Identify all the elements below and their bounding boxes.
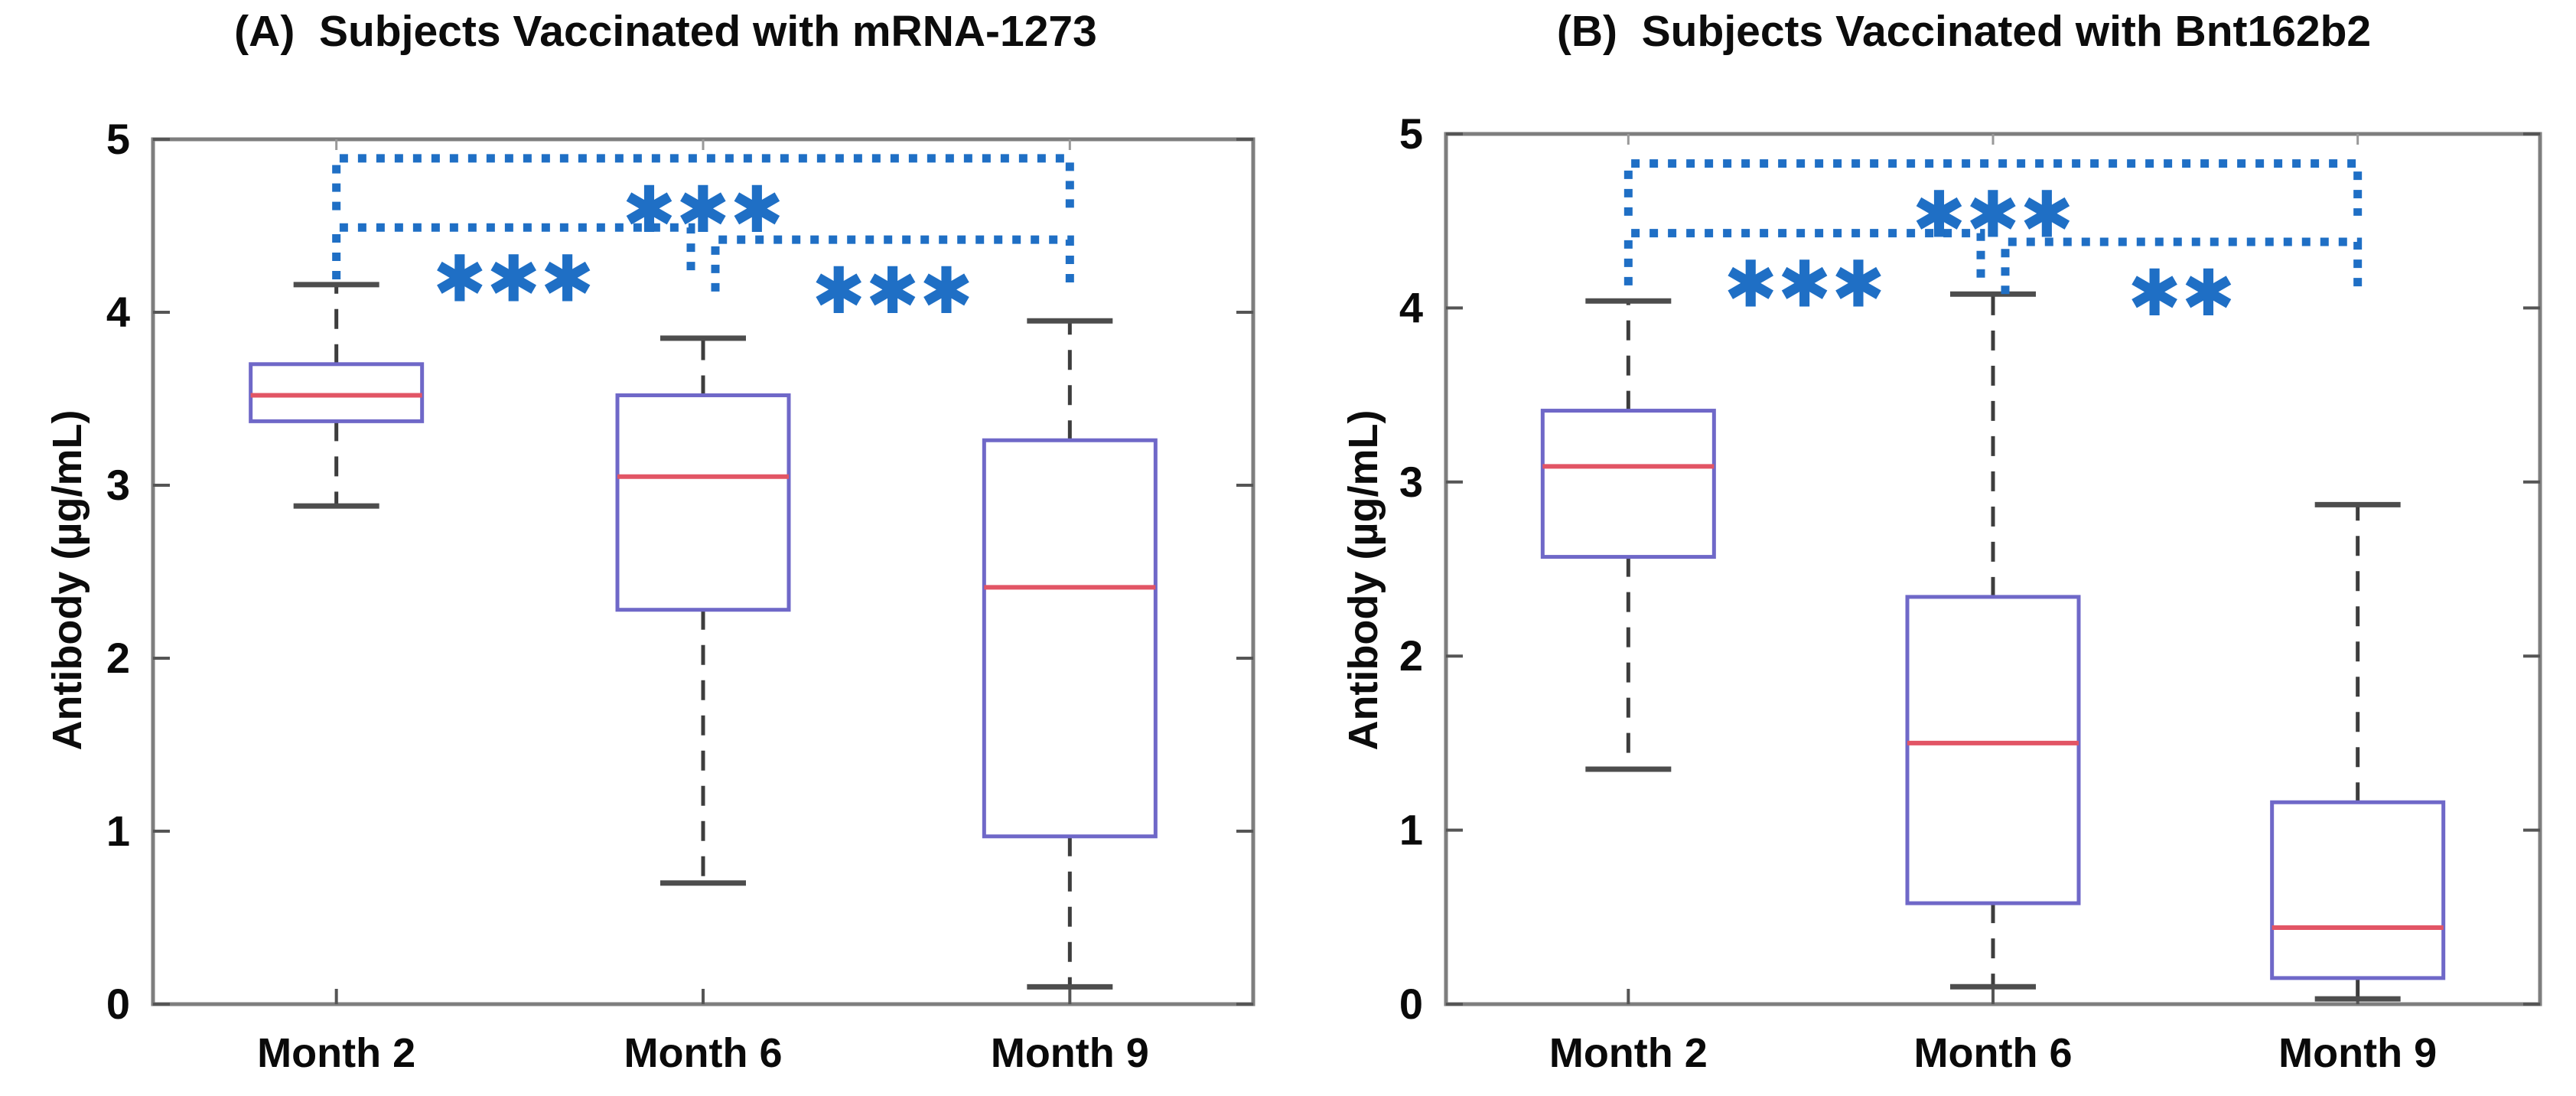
panel-b-title: (B) Subjects Vaccinated with Bnt162b2 <box>1556 7 2372 56</box>
x-category-label: Month 6 <box>624 1030 783 1076</box>
y-tick-label: 0 <box>1399 980 1423 1028</box>
y-tick-label: 2 <box>106 634 130 682</box>
y-tick-label: 4 <box>1399 283 1423 331</box>
y-tick-label: 2 <box>1399 631 1423 680</box>
significance-bracket <box>1623 229 1985 285</box>
box-iqr <box>1905 595 2081 905</box>
y-tick-label: 3 <box>106 461 130 509</box>
significance-bracket <box>1623 159 2363 216</box>
x-category-label: Month 2 <box>257 1030 415 1076</box>
x-category-label: Month 9 <box>991 1030 1149 1076</box>
significance-bracket <box>711 235 1074 292</box>
box-iqr <box>249 362 425 423</box>
y-tick-label: 5 <box>1399 109 1423 158</box>
panel-A: 0 1 2 3 4 5 Month 2 Month 6 Month 9 ✱✱✱ ✱✱✱ ✱✱✱ <box>106 115 1255 1076</box>
significance-label: ✱✱✱ <box>433 241 594 316</box>
panel-a-title: (A) Subjects Vaccinated with mRNA-1273 <box>234 7 1097 56</box>
y-tick-label: 3 <box>1399 458 1423 506</box>
significance-label: ✱✱ <box>2128 256 2236 331</box>
y-tick-label: 5 <box>106 115 130 163</box>
y-tick-label: 1 <box>1399 806 1423 854</box>
significance-label: ✱✱✱ <box>622 172 783 247</box>
significance-label: ✱✱✱ <box>1724 247 1885 322</box>
box-iqr <box>982 438 1158 839</box>
significance-bracket <box>2001 237 2363 295</box>
significance-bracket <box>332 223 695 280</box>
y-tick-label: 4 <box>106 288 130 336</box>
y-tick-label: 0 <box>106 980 130 1028</box>
x-category-label: Month 9 <box>2278 1030 2437 1076</box>
box-iqr <box>2270 800 2446 980</box>
significance-bracket <box>332 154 1074 210</box>
box-iqr <box>1540 409 1716 559</box>
x-category-label: Month 6 <box>1914 1030 2073 1076</box>
box-iqr <box>615 393 791 612</box>
significance-label: ✱✱✱ <box>812 253 973 328</box>
y-tick-label: 1 <box>106 807 130 855</box>
x-category-label: Month 2 <box>1549 1030 1708 1076</box>
